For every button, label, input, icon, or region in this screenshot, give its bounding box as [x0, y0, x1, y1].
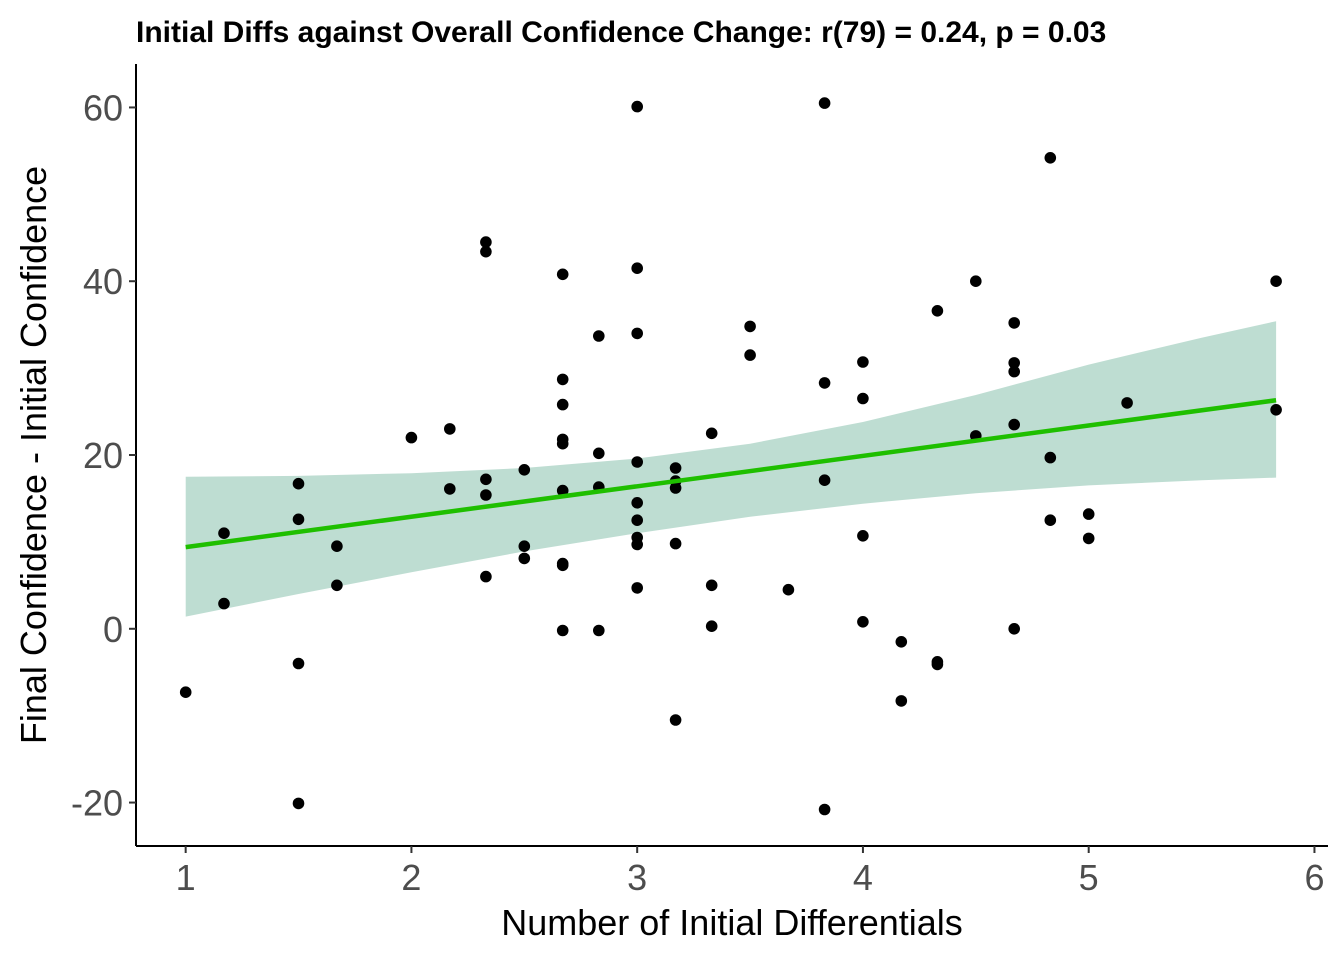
- data-point: [669, 482, 682, 494]
- data-point: [1044, 152, 1057, 164]
- data-point: [556, 624, 569, 637]
- data-point: [818, 377, 831, 389]
- confidence-band-layer: [185, 321, 1277, 617]
- data-point: [744, 320, 756, 333]
- chart-title: Initial Diffs against Overall Confidence…: [136, 16, 1106, 49]
- data-point: [1008, 317, 1020, 329]
- y-tick-label: 40: [83, 261, 123, 302]
- data-point: [444, 483, 456, 495]
- fit-line-layer: [185, 398, 1277, 550]
- data-point: [518, 464, 531, 476]
- data-point: [593, 447, 605, 460]
- data-point: [292, 797, 305, 810]
- x-tick-label: 6: [1304, 857, 1324, 898]
- data-point: [331, 540, 343, 552]
- data-point: [480, 473, 492, 486]
- data-point: [593, 624, 605, 637]
- data-point: [556, 437, 569, 450]
- data-point: [292, 657, 305, 670]
- x-axis-title: Number of Initial Differentials: [501, 902, 963, 943]
- y-tick-label: 0: [103, 609, 123, 650]
- fit-line: [185, 398, 1277, 550]
- data-point: [556, 398, 569, 411]
- data-point: [631, 100, 643, 113]
- x-tick-label: 3: [627, 857, 647, 898]
- data-point: [631, 456, 643, 468]
- data-point: [1008, 418, 1020, 431]
- data-point: [818, 803, 831, 816]
- data-point: [331, 579, 343, 592]
- axes: 1 2 3 4 5 6 -20 0 20 40 60: [71, 64, 1328, 898]
- data-point: [895, 695, 908, 707]
- data-point: [1270, 404, 1282, 416]
- data-point: [857, 530, 869, 542]
- data-point: [705, 579, 718, 592]
- data-point: [1121, 397, 1133, 409]
- y-tick-label: 60: [83, 87, 123, 128]
- data-point: [631, 514, 643, 526]
- data-point: [556, 484, 569, 497]
- data-point: [556, 559, 569, 572]
- data-point: [818, 474, 831, 487]
- data-point: [292, 477, 305, 490]
- data-point: [1082, 532, 1095, 545]
- data-point: [631, 497, 643, 509]
- data-point: [1082, 508, 1095, 520]
- data-point: [179, 686, 192, 698]
- data-point: [1008, 365, 1020, 378]
- data-point: [857, 392, 869, 405]
- data-point: [705, 427, 718, 440]
- x-tick-label: 5: [1079, 857, 1099, 898]
- data-point: [931, 305, 944, 317]
- data-point: [518, 540, 531, 552]
- data-point: [970, 275, 982, 288]
- data-point: [480, 489, 492, 501]
- data-point: [669, 714, 682, 726]
- y-axis-title: Final Confidence - Initial Confidence: [13, 166, 54, 744]
- data-point: [480, 236, 492, 248]
- data-point: [218, 597, 230, 610]
- data-point: [405, 431, 418, 444]
- data-point: [444, 423, 456, 435]
- data-point: [631, 327, 643, 340]
- confidence-band: [185, 321, 1277, 617]
- data-point: [1044, 451, 1057, 464]
- x-tick-label: 2: [401, 857, 421, 898]
- data-point: [556, 373, 569, 386]
- data-point: [556, 268, 569, 281]
- data-point: [895, 636, 908, 648]
- data-point: [1270, 275, 1282, 288]
- data-point: [857, 356, 869, 368]
- data-point: [1008, 623, 1020, 635]
- x-tick-label: 1: [176, 857, 196, 898]
- data-point: [480, 570, 492, 583]
- data-point: [931, 658, 944, 671]
- data-point: [744, 349, 756, 361]
- data-point: [818, 97, 831, 109]
- data-point: [593, 330, 605, 342]
- data-point: [292, 513, 305, 526]
- y-tick-label: 20: [83, 435, 123, 476]
- data-point: [705, 620, 718, 632]
- data-point: [782, 583, 795, 596]
- data-point: [218, 527, 230, 539]
- data-point: [1008, 357, 1020, 369]
- data-point: [1044, 514, 1057, 526]
- data-point: [480, 245, 492, 258]
- y-tick-label: -20: [71, 783, 123, 824]
- data-point-layer: [179, 97, 1282, 816]
- data-point: [631, 582, 643, 594]
- data-point: [631, 262, 643, 275]
- data-point: [669, 537, 682, 550]
- x-tick-label: 4: [853, 857, 873, 898]
- data-point: [631, 538, 643, 551]
- data-point: [857, 616, 869, 628]
- data-point: [669, 462, 682, 474]
- data-point: [518, 552, 531, 565]
